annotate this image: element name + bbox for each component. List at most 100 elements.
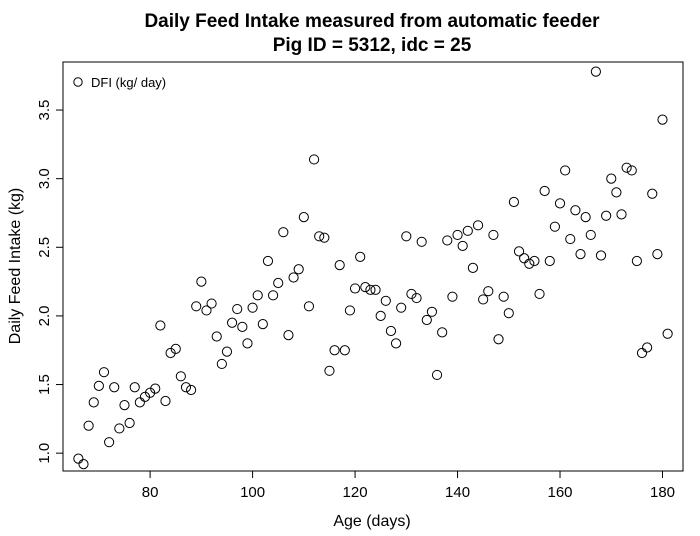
- data-point: [211, 331, 222, 342]
- data-point: [196, 276, 207, 287]
- data-point: [513, 246, 525, 257]
- y-tick-label: 3.5: [36, 100, 53, 121]
- x-tick-label: 180: [650, 484, 675, 501]
- data-point: [237, 321, 248, 332]
- data-point: [544, 255, 555, 267]
- data-point: [83, 420, 94, 431]
- legend: DFI (kg/ day): [73, 75, 166, 90]
- data-point: [247, 302, 258, 313]
- data-point: [601, 210, 612, 221]
- data-point: [662, 328, 673, 339]
- data-point: [636, 347, 648, 359]
- data-point: [626, 165, 637, 176]
- x-tick-label: 120: [343, 484, 368, 501]
- legend-label: DFI (kg/ day): [91, 75, 166, 90]
- y-tick-label: 1.5: [36, 374, 53, 395]
- data-point: [344, 305, 356, 316]
- data-point: [524, 258, 535, 269]
- data-point: [375, 310, 386, 322]
- data-point: [314, 231, 325, 242]
- data-point: [478, 294, 489, 305]
- data-point: [396, 302, 407, 313]
- data-point: [206, 298, 217, 309]
- data-point: [349, 283, 361, 294]
- data-point: [104, 437, 115, 448]
- data-point: [570, 205, 581, 216]
- data-point: [611, 187, 622, 198]
- data-point: [267, 290, 279, 301]
- data-point: [519, 253, 530, 264]
- data-point: [155, 320, 166, 331]
- data-point: [360, 281, 371, 293]
- data-point: [457, 240, 468, 252]
- data-point: [647, 188, 658, 199]
- y-axis: 1.0 1.5 2.0 2.5 3.0 3.5: [36, 100, 63, 464]
- data-point: [595, 250, 607, 261]
- y-tick-label: 3.0: [36, 168, 53, 189]
- data-point: [493, 334, 504, 345]
- data-point: [472, 220, 484, 231]
- data-point: [324, 365, 335, 376]
- data-point: [257, 319, 268, 330]
- data-point: [585, 229, 596, 241]
- x-tick-label: 100: [240, 484, 265, 501]
- data-point: [590, 66, 601, 77]
- data-point: [355, 251, 366, 262]
- data-point: [134, 397, 145, 408]
- x-axis: 80 100 120 140 160 180: [142, 471, 675, 501]
- data-point: [462, 225, 473, 236]
- x-tick-label: 140: [445, 484, 470, 501]
- data-point: [370, 284, 381, 295]
- data-point: [98, 367, 110, 378]
- data-point: [201, 305, 212, 316]
- x-tick-label: 160: [548, 484, 573, 501]
- data-point: [616, 209, 627, 220]
- data-point: [442, 235, 453, 246]
- data-point: [452, 229, 463, 241]
- data-point: [73, 453, 84, 464]
- data-point: [652, 249, 663, 260]
- data-point: [242, 338, 253, 349]
- data-point: [298, 211, 309, 223]
- data-point: [334, 260, 345, 271]
- data-point: [529, 255, 540, 267]
- data-point: [385, 325, 397, 337]
- data-point: [160, 395, 171, 407]
- legend-marker: [73, 77, 83, 87]
- y-tick-label: 1.0: [36, 443, 53, 464]
- data-point: [421, 314, 432, 326]
- data-point: [180, 382, 192, 393]
- data-point: [221, 346, 233, 357]
- data-point: [288, 272, 299, 283]
- y-tick-label: 2.0: [36, 305, 53, 326]
- data-point: [380, 295, 391, 306]
- data-point: [319, 232, 330, 243]
- data-point: [631, 255, 642, 267]
- data-point: [437, 327, 448, 338]
- data-point: [508, 196, 520, 208]
- data-point: [185, 384, 197, 396]
- data-point: [150, 383, 161, 394]
- data-point: [431, 369, 443, 381]
- data-point: [170, 343, 181, 354]
- data-point: [262, 255, 274, 267]
- data-point: [554, 198, 566, 209]
- data-point: [390, 338, 402, 349]
- data-point: [252, 290, 263, 301]
- data-point: [283, 330, 294, 341]
- data-point: [426, 306, 438, 317]
- data-point: [401, 231, 412, 242]
- data-point: [329, 345, 340, 356]
- data-point: [447, 291, 458, 302]
- y-axis-label: Daily Feed Intake (kg): [7, 188, 24, 345]
- data-point: [216, 358, 227, 370]
- data-point: [534, 288, 545, 300]
- data-point: [606, 173, 617, 184]
- data-point: [549, 221, 561, 232]
- data-point: [114, 423, 125, 434]
- data-point: [411, 292, 422, 304]
- chart-subtitle: Pig ID = 5312, idc = 25: [273, 35, 472, 56]
- data-point: [488, 229, 499, 241]
- data-point: [175, 371, 186, 382]
